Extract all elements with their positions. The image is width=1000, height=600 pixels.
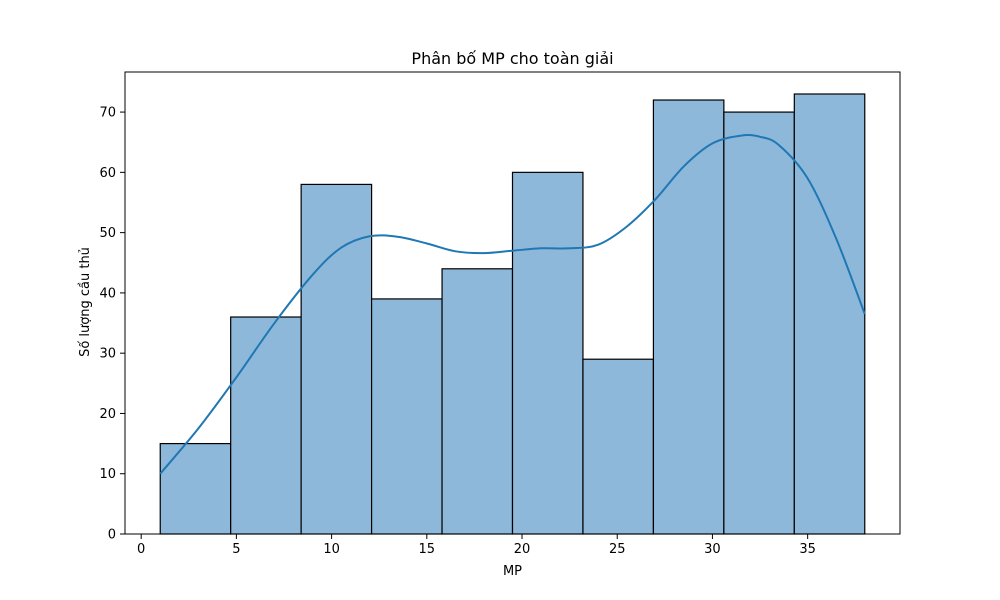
x-tick-label: 0 <box>137 542 145 557</box>
y-axis-label: Số lượng cầu thủ <box>78 247 93 357</box>
y-tick-label: 50 <box>99 226 116 241</box>
histogram-bar-10 <box>793 93 866 535</box>
x-tick-label: 30 <box>704 542 721 557</box>
y-tick-label: 20 <box>99 407 116 422</box>
bars-layer <box>159 93 866 535</box>
y-tick-label: 40 <box>99 286 116 301</box>
x-tick-label: 10 <box>323 542 340 557</box>
y-tick-label: 10 <box>99 467 116 482</box>
y-tick-label: 30 <box>99 347 116 362</box>
x-axis-label: MP <box>503 564 522 579</box>
x-axis: 0 5 10 15 20 25 30 35 <box>137 534 816 557</box>
histogram-bar-5 <box>441 268 514 535</box>
y-tick-label: 60 <box>99 166 116 181</box>
histogram-bar-3 <box>300 183 373 535</box>
histogram-bar-9 <box>723 111 795 535</box>
x-tick-label: 5 <box>232 542 240 557</box>
x-tick-label: 25 <box>609 542 626 557</box>
x-tick-label: 20 <box>514 542 531 557</box>
chart-title: Phân bố MP cho toàn giải <box>411 49 613 68</box>
plot-frame <box>124 71 901 535</box>
histogram-bar-6 <box>511 171 584 535</box>
x-tick-label: 35 <box>799 542 816 557</box>
x-tick-label: 15 <box>419 542 436 557</box>
histogram-bar-8 <box>652 99 725 535</box>
histogram-bar-4 <box>370 298 443 535</box>
y-axis: 0 10 20 30 40 50 60 70 <box>99 106 125 543</box>
y-tick-label: 0 <box>108 528 116 543</box>
histogram-bar-2 <box>230 316 302 535</box>
histogram-bar-1 <box>159 442 232 535</box>
histogram-bar-7 <box>582 358 655 535</box>
kde-line <box>159 134 866 475</box>
y-tick-label: 70 <box>99 106 116 121</box>
